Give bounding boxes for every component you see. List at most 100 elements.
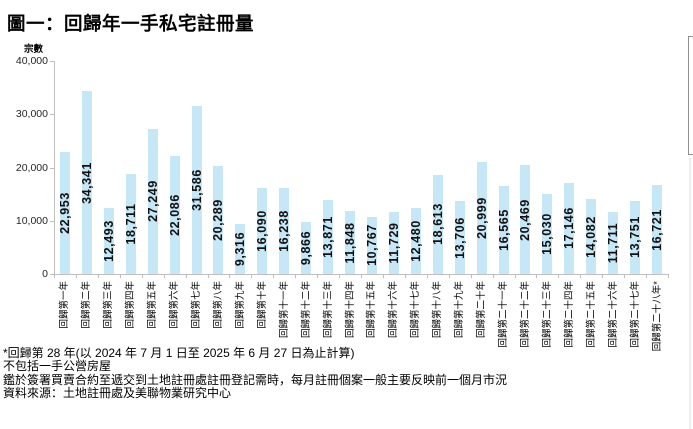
bar [323, 200, 334, 274]
footnote-lag-explanation: 鑑於簽署買賣合約至遞交到土地註冊處註冊登記需時，每月註冊個案一般主要反映前一個月… [3, 372, 508, 387]
bar-value-label: 13,706 [452, 216, 467, 259]
figure-title: 圖一：回歸年一手私宅註冊量 [7, 13, 255, 34]
x-tick-label: 回歸第四年 [125, 281, 137, 329]
bar-column: 16,238 [273, 61, 295, 274]
y-tick-label: 40,000 [15, 55, 48, 67]
x-axis-line [54, 274, 669, 275]
bar [345, 210, 356, 274]
x-tick-label: 回歸第二十八年* [651, 281, 663, 352]
bar-value-label: 17,146 [562, 207, 577, 250]
x-tick-mark [602, 275, 604, 278]
x-tick-mark [514, 275, 516, 278]
x-tick-mark [317, 275, 319, 278]
bar-value-label: 20,999 [474, 197, 489, 240]
x-tick-label: 回歸第十八年 [432, 281, 444, 339]
x-tick-label: 回歸第二十四年 [563, 281, 575, 348]
bar [454, 201, 465, 274]
bar-column: 20,999 [471, 61, 493, 274]
bar-column: 34,341 [76, 61, 98, 274]
x-tick-label: 回歸第五年 [147, 281, 159, 329]
bar-column: 9,316 [229, 61, 251, 274]
bar-column: 11,729 [383, 61, 405, 274]
bar-value-label: 13,871 [321, 216, 336, 259]
bar [542, 194, 553, 274]
x-tick-mark [75, 275, 77, 278]
x-tick-label: 回歸第十一年 [278, 281, 290, 339]
y-tick-mark [50, 61, 54, 62]
bar-value-label: 34,341 [79, 161, 94, 204]
bar-column: 18,613 [427, 61, 449, 274]
bar [608, 211, 619, 274]
bar [169, 156, 180, 274]
bar-column: 14,082 [580, 61, 602, 274]
bar-value-label: 14,082 [584, 215, 599, 258]
bar [59, 151, 70, 274]
bar-column: 13,871 [317, 61, 339, 274]
bar-column: 18,711 [120, 61, 142, 274]
x-tick-mark [273, 275, 275, 278]
bar-value-label: 11,729 [386, 222, 401, 264]
y-tick-label: 20,000 [15, 161, 48, 174]
x-tick-mark [207, 275, 209, 278]
bar [257, 188, 268, 274]
x-tick-label: 回歸第七年 [191, 281, 203, 329]
bar-column: 13,751 [624, 61, 646, 274]
bar-value-label: 12,480 [408, 219, 423, 262]
bar-column: 31,586 [186, 61, 208, 274]
x-tick-label: 回歸第十七年 [410, 281, 422, 339]
bar-value-label: 15,030 [540, 213, 555, 255]
bar-value-label: 13,751 [628, 216, 643, 259]
bar-column: 20,289 [208, 61, 230, 274]
x-tick-mark [251, 275, 253, 278]
x-tick-mark [492, 275, 494, 278]
x-tick-label: 回歸第二十七年 [629, 281, 641, 348]
x-tick-label: 回歸第二十年 [476, 281, 488, 339]
bar-value-label: 10,767 [364, 224, 379, 267]
x-tick-mark [624, 275, 626, 278]
bar-value-label: 27,249 [145, 180, 160, 223]
bar [630, 200, 641, 274]
bar-column: 13,706 [449, 61, 471, 274]
x-tick-label: 回歸第十三年 [322, 281, 334, 339]
x-tick-label: 回歸第六年 [169, 281, 181, 329]
bar-column: 12,493 [98, 61, 120, 274]
bar [652, 185, 663, 274]
bar-column: 11,848 [339, 61, 361, 274]
bar-column: 17,146 [558, 61, 580, 274]
y-tick-label: 30,000 [15, 108, 48, 121]
footnote-asterisk: *回歸第 28 年(以 2024 年 7 月 1 日至 2025 年 6 月 2… [3, 346, 355, 360]
bar-value-label: 22,953 [57, 191, 72, 234]
bar [147, 128, 158, 274]
y-tick-mark [50, 220, 54, 222]
bar-value-label: 31,586 [189, 168, 204, 211]
cropped-adjacent-object-border [688, 36, 693, 155]
bar-column: 22,086 [164, 61, 186, 274]
bar [410, 207, 421, 274]
bar [103, 207, 114, 274]
y-axis-line [54, 61, 55, 274]
x-tick-label: 回歸第三年 [103, 281, 115, 329]
bar [125, 174, 136, 274]
x-tick-label: 回歸第八年 [212, 281, 224, 329]
bar-column: 12,480 [405, 61, 427, 274]
x-tick-mark [54, 275, 55, 278]
bar-value-label: 16,090 [255, 210, 270, 253]
y-tick-mark [50, 274, 54, 275]
bar [213, 166, 224, 274]
x-tick-mark [382, 275, 384, 278]
bar-column: 22,953 [54, 61, 76, 274]
bar [476, 162, 487, 274]
bar-value-label: 9,866 [299, 230, 314, 265]
bar [81, 91, 92, 274]
x-tick-mark [448, 275, 450, 278]
bar-value-label: 20,469 [518, 198, 533, 241]
x-tick-mark [163, 275, 165, 278]
x-tick-label: 回歸第十年 [256, 281, 268, 329]
x-tick-label: 回歸第二十一年 [498, 281, 510, 348]
bar [498, 185, 509, 274]
x-tick-mark [646, 275, 648, 278]
bar [191, 105, 202, 274]
x-tick-mark [229, 275, 231, 278]
bar-value-label: 18,711 [123, 203, 138, 245]
